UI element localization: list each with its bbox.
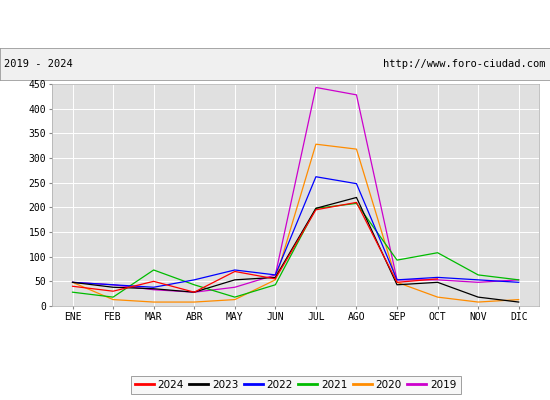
Text: Evolucion Nº Turistas Nacionales en el municipio de Castrillo de Cabrera: Evolucion Nº Turistas Nacionales en el m… xyxy=(19,18,531,30)
Legend: 2024, 2023, 2022, 2021, 2020, 2019: 2024, 2023, 2022, 2021, 2020, 2019 xyxy=(130,376,461,394)
Text: 2019 - 2024: 2019 - 2024 xyxy=(4,59,73,69)
Text: http://www.foro-ciudad.com: http://www.foro-ciudad.com xyxy=(383,59,546,69)
